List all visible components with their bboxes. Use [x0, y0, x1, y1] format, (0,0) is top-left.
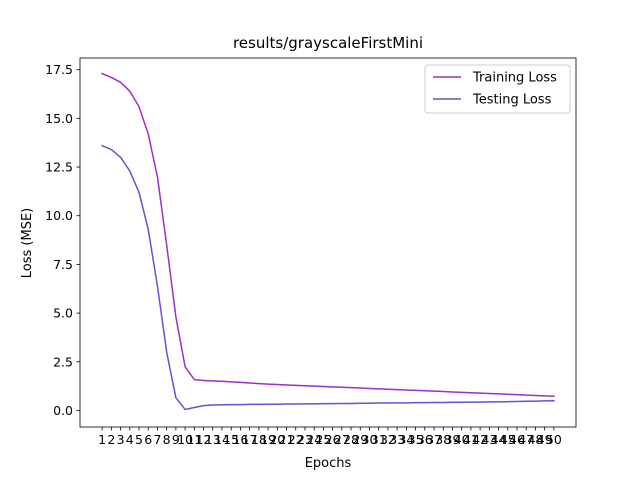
- y-tick-label: 7.5: [53, 257, 73, 272]
- x-tick-label: 5: [135, 432, 143, 447]
- x-tick-label: 38: [435, 432, 451, 447]
- x-tick-label: 28: [343, 432, 359, 447]
- chart-title: results/grayscaleFirstMini: [233, 34, 423, 52]
- x-tick-label: 26: [325, 432, 341, 447]
- x-tick-label: 21: [279, 432, 295, 447]
- x-tick-label: 44: [491, 432, 507, 447]
- x-tick-label: 7: [153, 432, 161, 447]
- series-line-training-loss: [101, 72, 555, 398]
- y-axis-label: Loss (MSE): [20, 208, 35, 278]
- legend-label-testing-loss: Testing Loss: [472, 93, 552, 108]
- x-tick-label: 6: [144, 432, 152, 447]
- x-tick-label: 15: [223, 432, 239, 447]
- legend-label-training-loss: Training Loss: [472, 71, 557, 86]
- x-tick-label: 25: [315, 432, 331, 447]
- x-tick-label: 19: [260, 432, 276, 447]
- x-tick-label: 11: [186, 432, 202, 447]
- x-tick-label: 20: [269, 432, 285, 447]
- y-tick-label: 15.0: [45, 111, 73, 126]
- legend-box: [424, 64, 571, 114]
- x-tick-label: 23: [297, 432, 313, 447]
- y-tick-label: 5.0: [53, 306, 73, 321]
- x-tick-label: 9: [172, 432, 180, 447]
- x-tick-label: 30: [362, 432, 378, 447]
- x-tick-label: 22: [288, 432, 304, 447]
- x-tick-label: 13: [205, 432, 221, 447]
- x-tick-label: 24: [306, 432, 322, 447]
- x-tick-label: 8: [163, 432, 171, 447]
- x-tick-label: 33: [389, 432, 405, 447]
- x-tick-label: 43: [481, 432, 497, 447]
- x-tick-label: 17: [242, 432, 258, 447]
- y-tick-label: 12.5: [45, 160, 73, 175]
- x-tick-label: 36: [417, 432, 433, 447]
- x-tick-label: 14: [214, 432, 230, 447]
- x-tick-label: 42: [472, 432, 488, 447]
- x-tick-label: 32: [380, 432, 396, 447]
- x-tick-label: 49: [537, 432, 553, 447]
- x-tick-label: 45: [500, 432, 516, 447]
- x-tick-label: 46: [509, 432, 525, 447]
- x-tick-label: 37: [426, 432, 442, 447]
- x-tick-label: 41: [463, 432, 479, 447]
- x-tick-label: 47: [518, 432, 534, 447]
- x-tick-label: 34: [398, 432, 414, 447]
- y-tick-label: 17.5: [45, 62, 73, 77]
- x-tick-label: 50: [546, 432, 562, 447]
- x-tick-label: 10: [177, 432, 193, 447]
- legend: Training Loss Testing Loss: [424, 64, 571, 114]
- plot-area: 1 2 3 4 5 6 7 8 91011121314151617181920212223242…: [45, 57, 577, 447]
- x-tick-label: 18: [251, 432, 267, 447]
- y-tick-label: 2.5: [53, 354, 73, 369]
- x-tick-label: 1: [98, 432, 106, 447]
- x-tick-label: 2: [107, 432, 115, 447]
- x-tick-label: 12: [196, 432, 212, 447]
- x-tick-label: 4: [126, 432, 134, 447]
- series-line-testing-loss: [101, 144, 555, 411]
- axes-frame: [79, 57, 577, 428]
- x-tick-label: 35: [408, 432, 424, 447]
- x-axis-label: Epochs: [305, 456, 352, 471]
- x-tick-label: 31: [371, 432, 387, 447]
- x-tick-label: 3: [117, 432, 125, 447]
- x-tick-label: 48: [527, 432, 543, 447]
- x-tick-label: 39: [445, 432, 461, 447]
- y-tick-label: 0.0: [53, 403, 73, 418]
- x-tick-label: 16: [232, 432, 248, 447]
- x-tick-label: 27: [334, 432, 350, 447]
- x-tick-label: 40: [454, 432, 470, 447]
- y-tick-label: 10.0: [45, 208, 73, 223]
- x-tick-label: 29: [352, 432, 368, 447]
